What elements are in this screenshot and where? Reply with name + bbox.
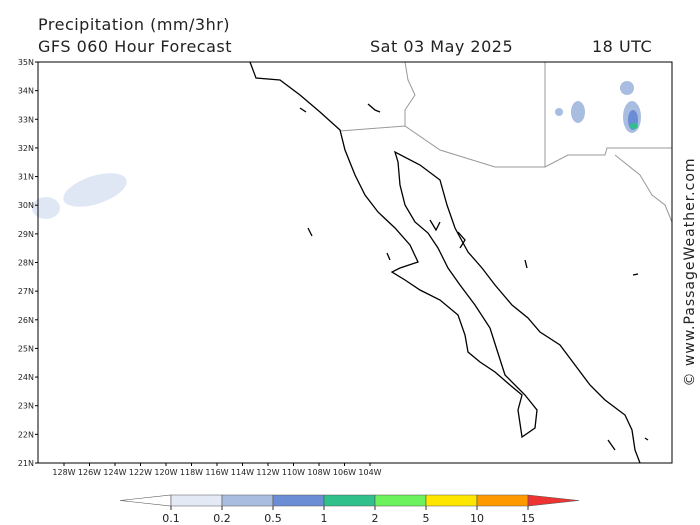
lon-label: 124W (103, 468, 126, 477)
precip-area (32, 197, 60, 219)
map-frame (38, 62, 672, 463)
legend-label: 5 (423, 512, 430, 525)
border (404, 61, 416, 126)
legend: 0.1 0.2 0.5 1 2 5 10 15 (119, 494, 580, 525)
legend-swatch (119, 494, 172, 507)
date: Sat 03 May 2025 (370, 37, 513, 56)
lat-label: 35N (18, 58, 34, 67)
precip-area (63, 173, 127, 207)
coastline (249, 61, 641, 464)
borders (339, 61, 673, 223)
lon-label: 108W (307, 468, 330, 477)
legend-label: 10 (470, 512, 484, 525)
lat-label: 26N (18, 316, 34, 325)
lat-label: 27N (18, 287, 34, 296)
legend-swatch (425, 494, 478, 507)
legend-label: 0.2 (213, 512, 231, 525)
lon-label: 120W (154, 468, 177, 477)
lat-label: 29N (18, 230, 34, 239)
precip-area (630, 123, 638, 129)
lat-label: 25N (18, 344, 34, 353)
lon-label: 116W (205, 468, 228, 477)
precip-area (555, 108, 563, 116)
lon-label: 106W (333, 468, 356, 477)
lat-label: 31N (18, 173, 34, 182)
legend-swatch (221, 494, 274, 507)
lat-label: 21N (18, 459, 34, 468)
lat-label: 24N (18, 373, 34, 382)
legend-swatch (170, 494, 223, 507)
legend-swatch (272, 494, 325, 507)
lat-label: 28N (18, 259, 34, 268)
subtitle: GFS 060 Hour Forecast (38, 37, 232, 56)
lon-label: 112W (256, 468, 279, 477)
legend-label: 2 (372, 512, 379, 525)
legend-label: 15 (521, 512, 535, 525)
lon-label: 114W (231, 468, 254, 477)
map (32, 61, 673, 464)
legend-swatch (527, 494, 580, 507)
lon-label: 122W (129, 468, 152, 477)
precip-area (620, 81, 634, 95)
watermark: © www.PassageWeather.com (682, 157, 698, 386)
title: Precipitation (mm/3hr) (38, 15, 230, 34)
precip-area (571, 101, 585, 123)
legend-swatch (476, 494, 529, 507)
legend-label: 0.1 (162, 512, 180, 525)
lon-label: 104W (358, 468, 381, 477)
legend-label: 0.5 (264, 512, 282, 525)
lon-label: 128W (52, 468, 75, 477)
legend-swatch (323, 494, 376, 507)
lat-label: 34N (18, 87, 34, 96)
lat-label: 33N (18, 115, 34, 124)
lat-label: 22N (18, 430, 34, 439)
legend-swatch (374, 494, 427, 507)
coastline (249, 61, 649, 464)
legend-label: 1 (321, 512, 328, 525)
islands (299, 103, 649, 451)
border (614, 154, 673, 223)
lat-label: 30N (18, 201, 34, 210)
lat-label: 32N (18, 144, 34, 153)
precip (32, 81, 641, 219)
time: 18 UTC (592, 37, 652, 56)
lon-label: 126W (78, 468, 101, 477)
axis-labels: 35N 34N 33N 32N 31N 30N 29N 28N 27N 26N 25N 24N 23N 2… (18, 58, 382, 477)
lon-label: 118W (180, 468, 203, 477)
lon-label: 110W (282, 468, 305, 477)
lat-label: 23N (18, 402, 34, 411)
